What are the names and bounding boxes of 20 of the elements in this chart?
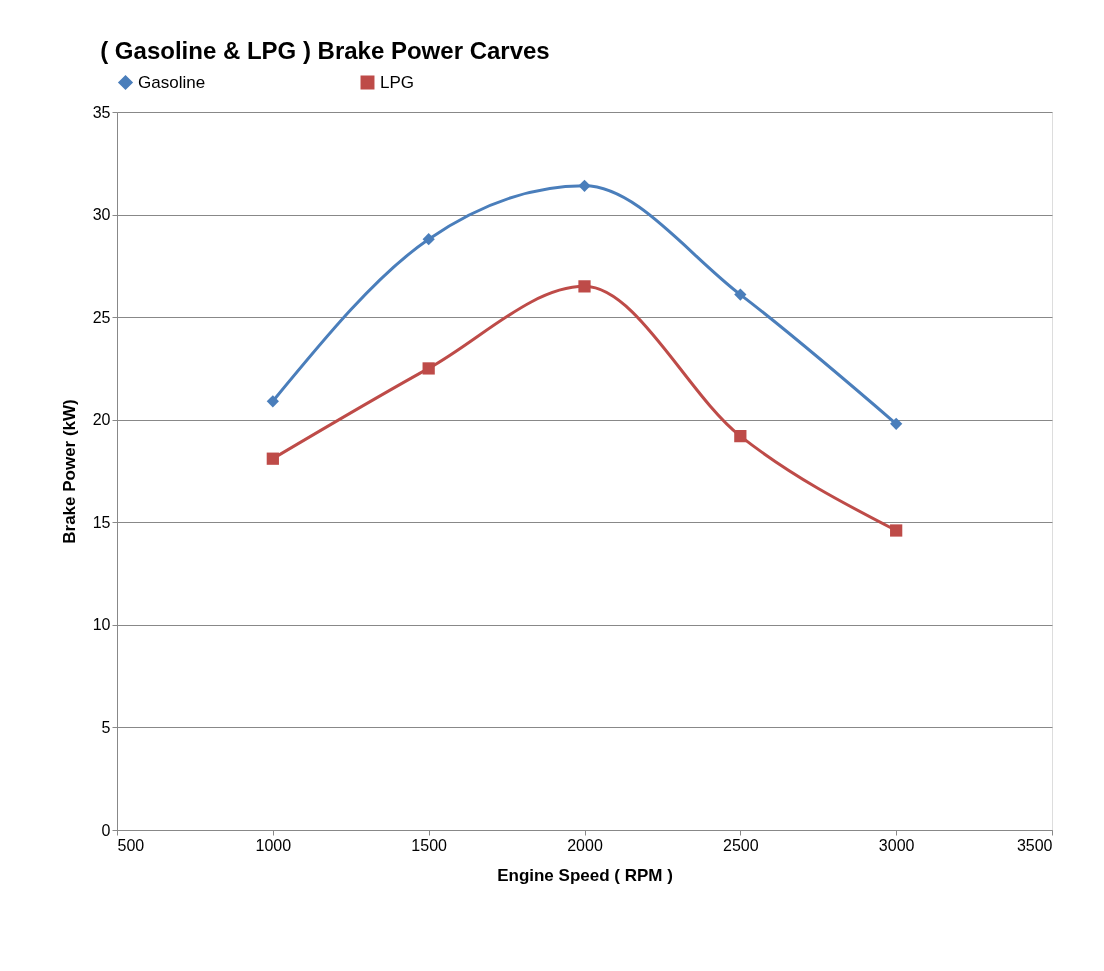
y-tick-label: 35	[92, 103, 111, 121]
y-tick-label: 20	[92, 411, 111, 429]
y-axis-title: Brake Power (kW)	[59, 399, 79, 544]
y-tick-label: 30	[92, 206, 111, 224]
x-tick-label: 500	[117, 836, 145, 854]
x-tick-label: 3500	[1016, 836, 1053, 854]
x-tick-label: 3000	[878, 836, 915, 854]
y-tick-label: 15	[92, 513, 111, 531]
x-tick-label: 1500	[411, 836, 448, 854]
x-tick-label: 2000	[567, 836, 603, 854]
x-axis-title: Engine Speed ( RPM )	[497, 865, 673, 885]
chart-title: ( Gasoline & LPG ) Brake Power Carves	[100, 37, 550, 64]
legend-label: LPG	[380, 72, 415, 92]
y-tick-label: 10	[92, 616, 111, 634]
legend-label: Gasoline	[138, 72, 206, 92]
x-tick-label: 2500	[723, 836, 759, 854]
y-tick-label: 25	[92, 308, 111, 326]
y-tick-label: 5	[101, 718, 111, 736]
x-tick-label: 1000	[255, 836, 292, 854]
y-tick-label: 0	[101, 821, 111, 839]
